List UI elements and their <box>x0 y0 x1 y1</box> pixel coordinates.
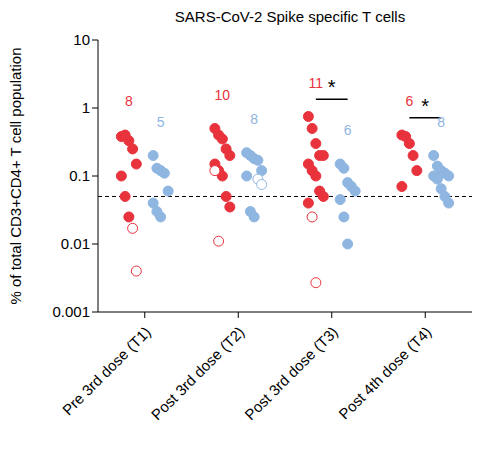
svg-text:Post 4th dose (T4): Post 4th dose (T4) <box>335 323 434 422</box>
svg-text:10: 10 <box>73 31 90 48</box>
svg-text:0.01: 0.01 <box>61 235 90 252</box>
svg-text:Post 3rd dose (T2): Post 3rd dose (T2) <box>148 323 248 423</box>
svg-text:% of total CD3+CD4+ T cell pop: % of total CD3+CD4+ T cell population <box>8 47 24 304</box>
svg-text:6: 6 <box>344 122 352 138</box>
svg-text:8: 8 <box>125 93 133 109</box>
html-text:SARS-CoV-2 Spike specific T ce: SARS-CoV-2 Spike specific T cells <box>174 8 406 25</box>
svg-text:Post 3rd dose (T3): Post 3rd dose (T3) <box>241 323 341 423</box>
svg-text:*: * <box>328 76 336 98</box>
svg-text:0.001: 0.001 <box>52 303 90 320</box>
svg-text:11: 11 <box>309 75 324 91</box>
svg-text:*: * <box>421 95 429 117</box>
svg-text:0.1: 0.1 <box>69 167 90 184</box>
svg-text:8: 8 <box>437 114 445 130</box>
svg-text:6: 6 <box>405 93 413 109</box>
svg-text:8: 8 <box>250 111 258 127</box>
svg-text:10: 10 <box>215 87 231 103</box>
svg-text:Pre 3rd dose (T1): Pre 3rd dose (T1) <box>59 323 154 418</box>
svg-text:5: 5 <box>157 114 165 130</box>
svg-text:1: 1 <box>82 99 90 116</box>
